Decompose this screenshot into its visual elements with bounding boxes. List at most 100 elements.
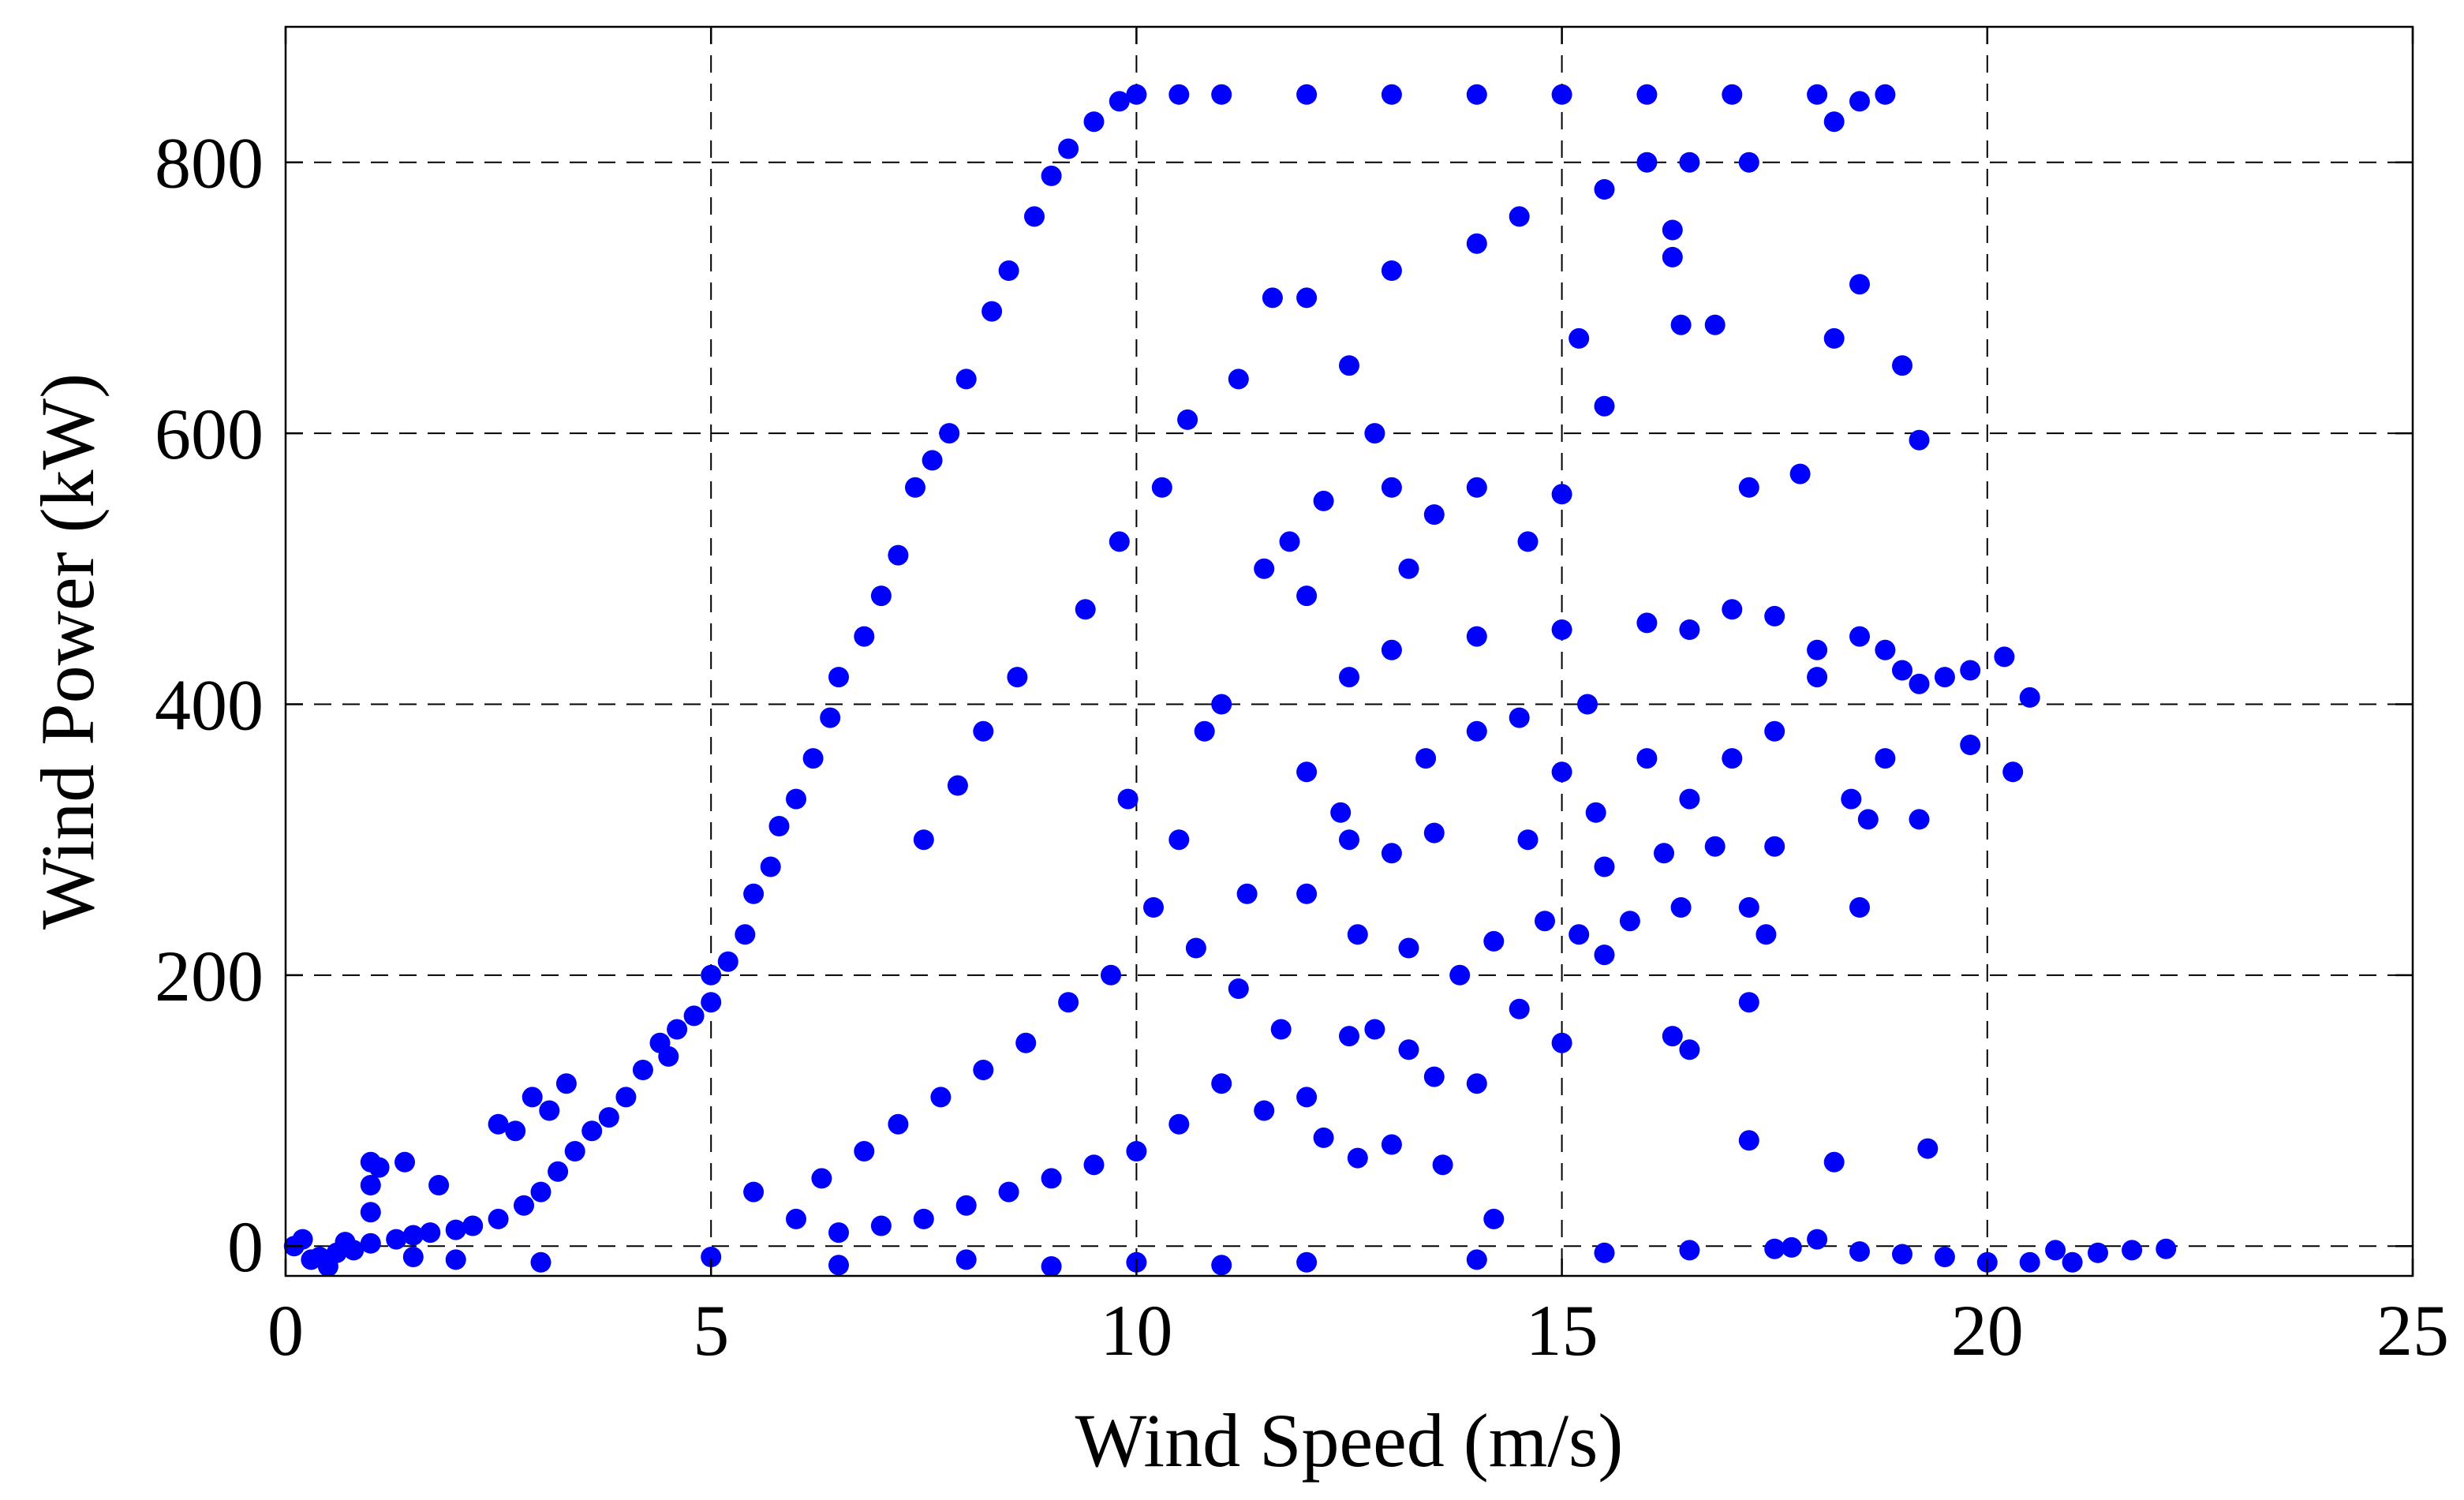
data-point [1517, 829, 1539, 851]
data-point [1296, 761, 1318, 783]
data-point [1764, 720, 1785, 742]
data-point [2156, 1238, 2177, 1259]
y-tick-label: 800 [155, 123, 264, 204]
data-point [1228, 368, 1249, 390]
data-point [1722, 599, 1743, 620]
data-point [581, 1120, 603, 1142]
data-point [1569, 327, 1590, 349]
data-point [335, 1232, 356, 1253]
data-point [1254, 558, 1275, 579]
data-point [1585, 802, 1606, 823]
data-point [1041, 1168, 1062, 1189]
data-point [1041, 165, 1062, 186]
data-point [1262, 287, 1283, 309]
data-point [981, 301, 1003, 322]
data-point [445, 1219, 466, 1240]
plot-border [284, 25, 2414, 1277]
data-point [1662, 246, 1683, 267]
data-point [955, 1195, 977, 1216]
data-point [1892, 660, 1912, 681]
data-point [1909, 673, 1930, 694]
data-point [539, 1100, 560, 1121]
data-point [1296, 883, 1318, 904]
data-point [1807, 1229, 1828, 1250]
y-axis-ticks: 0 200 400 600 800 [155, 123, 2413, 1287]
data-point [598, 1107, 619, 1128]
data-point [1296, 1251, 1318, 1273]
data-point [1764, 1238, 1785, 1259]
data-point [1466, 720, 1487, 742]
data-point [445, 1249, 466, 1270]
data-point [1594, 179, 1615, 200]
data-point [402, 1247, 424, 1267]
data-point [1960, 735, 1981, 755]
data-point [1432, 1154, 1453, 1176]
y-tick-label: 200 [155, 936, 264, 1016]
data-point [1143, 897, 1164, 918]
data-point [1892, 1244, 1912, 1265]
y-tick-label: 600 [155, 394, 264, 474]
x-tick-label: 20 [1951, 1290, 2024, 1371]
data-point [1211, 1073, 1232, 1094]
data-point [939, 423, 960, 444]
data-point [1807, 667, 1828, 688]
data-point [360, 1202, 381, 1223]
data-point [1126, 1141, 1147, 1161]
data-point [828, 1255, 849, 1276]
data-point [1704, 836, 1726, 857]
data-point [701, 1247, 722, 1267]
data-point [717, 951, 738, 972]
data-point [1934, 667, 1955, 688]
data-point [1313, 1127, 1334, 1148]
data-point [1551, 1032, 1572, 1053]
data-point [1015, 1032, 1037, 1053]
data-point [1849, 91, 1870, 112]
data-point [998, 260, 1019, 281]
data-point [1849, 1241, 1870, 1262]
data-point [1398, 937, 1419, 959]
data-point [386, 1229, 407, 1250]
data-point [2045, 1240, 2066, 1261]
x-tick-label: 5 [693, 1290, 729, 1371]
data-point [922, 450, 943, 471]
data-point [973, 1060, 994, 1080]
data-point [555, 1073, 577, 1094]
data-point [998, 1181, 1019, 1203]
data-point [1535, 911, 1555, 932]
data-point [1101, 964, 1121, 986]
data-point [2002, 761, 2024, 783]
data-point [1083, 111, 1105, 133]
data-point [1738, 1130, 1759, 1151]
data-point [802, 748, 824, 769]
data-point [2019, 686, 2040, 708]
data-point [522, 1087, 543, 1108]
data-point [1551, 619, 1572, 640]
data-point [1296, 84, 1318, 105]
data-point [1339, 829, 1359, 851]
data-point [1517, 531, 1539, 552]
data-point [1117, 788, 1139, 810]
data-point [1781, 1236, 1802, 1258]
data-point [1849, 274, 1870, 295]
data-point [1177, 409, 1198, 430]
data-point [1807, 84, 1828, 105]
data-point [1296, 287, 1318, 309]
data-point [1415, 748, 1437, 769]
data-point [1109, 531, 1130, 552]
data-point [317, 1256, 338, 1277]
data-point [1841, 788, 1862, 810]
data-point [1509, 707, 1530, 728]
data-point [1466, 1249, 1487, 1270]
data-point [1423, 1066, 1445, 1087]
data-point [1994, 646, 2015, 668]
data-point [1551, 84, 1572, 105]
data-point [913, 829, 934, 851]
data-point [1279, 531, 1300, 552]
data-point [1364, 1019, 1385, 1040]
data-point [1339, 355, 1359, 376]
data-point [1075, 599, 1096, 620]
data-point [854, 626, 875, 647]
plot-background [286, 27, 2413, 1276]
data-point [2122, 1240, 2143, 1261]
axes-frame [284, 25, 2414, 1277]
